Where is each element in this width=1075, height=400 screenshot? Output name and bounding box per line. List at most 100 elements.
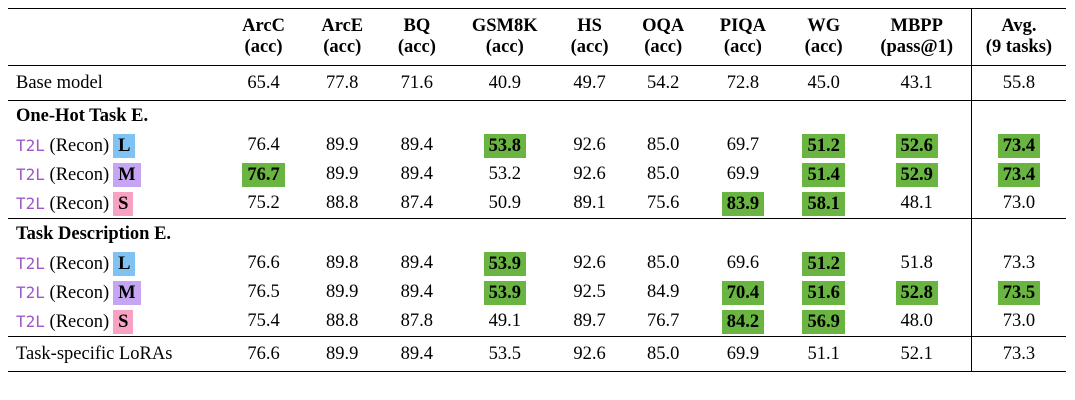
highlighted-value: 56.9 xyxy=(802,309,845,334)
value: 73.3 xyxy=(1002,253,1036,273)
method-name: T2L xyxy=(16,282,45,302)
method-name: T2L xyxy=(16,193,45,213)
column-header: ArcE (acc) xyxy=(306,9,378,66)
empty-cell xyxy=(456,219,554,250)
column-header: MBPP (pass@1) xyxy=(863,9,972,66)
value-cell: 73.0 xyxy=(970,307,1066,337)
value-cell: 89.9 xyxy=(306,160,378,189)
value-cell: 85.0 xyxy=(625,337,701,372)
value: 85.0 xyxy=(647,135,680,155)
highlighted-value: 76.7 xyxy=(242,162,285,187)
value-cell: 76.6 xyxy=(221,337,307,372)
value-cell: 76.7 xyxy=(221,160,307,189)
value-cell: 73.3 xyxy=(970,336,1066,372)
highlighted-value: 53.9 xyxy=(483,280,526,305)
empty-cell xyxy=(554,101,626,132)
value: 55.8 xyxy=(1002,72,1036,93)
method-name: T2L xyxy=(16,311,45,331)
highlighted-value: 51.4 xyxy=(802,162,845,187)
base-model-row: Base model 65.4 77.8 71.6 40.9 49.7 54.2 72.8 45… xyxy=(8,65,1066,101)
method-variant: (Recon) xyxy=(49,311,110,332)
column-header: Avg. (9 tasks) xyxy=(970,8,1066,66)
highlighted-value: 51.2 xyxy=(802,133,845,158)
value-cell: 71.6 xyxy=(378,66,456,101)
empty-cell xyxy=(221,219,307,250)
highlighted-value: 51.6 xyxy=(802,280,845,305)
value: 89.8 xyxy=(326,253,359,273)
results-table: ArcC (acc) ArcE (acc) BQ (acc) GSM8K (acc) HS (ac… xyxy=(8,8,1066,372)
value-cell: 88.8 xyxy=(306,189,378,219)
value-cell: 92.6 xyxy=(554,160,626,189)
value-cell: 53.9 xyxy=(456,249,554,278)
column-header: HS (acc) xyxy=(554,9,626,66)
column-header-name: ArcC xyxy=(242,16,285,36)
value-cell: 73.0 xyxy=(970,189,1066,219)
method-variant: (Recon) xyxy=(49,135,110,156)
empty-cell xyxy=(306,101,378,132)
value: 89.1 xyxy=(573,193,606,213)
column-header-name: GSM8K xyxy=(471,16,538,36)
value: 87.8 xyxy=(400,311,434,331)
value-cell: 73.4 xyxy=(970,160,1066,189)
value: 89.4 xyxy=(400,164,434,184)
size-badge: S xyxy=(113,191,134,216)
value-cell: 53.8 xyxy=(456,131,554,160)
value-cell: 88.8 xyxy=(306,307,378,337)
size-badge: S xyxy=(113,309,134,334)
value-cell: 89.4 xyxy=(378,278,456,307)
section-header-row: Task Description E. xyxy=(8,218,1066,250)
value: 73.0 xyxy=(1002,193,1036,213)
column-header: OQA (acc) xyxy=(625,9,701,66)
column-header-metric: (acc) xyxy=(804,37,843,57)
value-cell: 87.4 xyxy=(378,189,456,219)
value: 43.1 xyxy=(900,72,933,93)
value: 69.6 xyxy=(726,253,760,273)
method-variant: (Recon) xyxy=(49,253,110,274)
method-row: T2L (Recon) L 76.4 89.9 89.4 53.8 92.6 85.0 69.7… xyxy=(8,131,1066,160)
empty-cell xyxy=(306,219,378,250)
empty-cell xyxy=(456,101,554,132)
value: 51.1 xyxy=(807,343,840,364)
value: 85.0 xyxy=(647,253,680,273)
method-name: T2L xyxy=(16,135,45,155)
highlighted-value: 52.6 xyxy=(895,133,938,158)
value: 69.9 xyxy=(726,164,760,184)
value: 50.9 xyxy=(488,193,521,213)
value-cell: 89.4 xyxy=(378,337,456,372)
column-header-name: Avg. xyxy=(1001,16,1037,36)
value: 51.8 xyxy=(900,253,933,273)
value-cell: 51.8 xyxy=(863,249,972,278)
empty-cell xyxy=(221,101,307,132)
value-cell: 52.1 xyxy=(863,337,972,372)
value-cell: 48.1 xyxy=(863,189,972,219)
value-cell: 70.4 xyxy=(701,278,785,307)
value: 84.9 xyxy=(647,282,680,302)
size-badge: M xyxy=(113,162,141,187)
value-cell: 50.9 xyxy=(456,189,554,219)
value-cell: 89.9 xyxy=(306,337,378,372)
value-cell: 92.6 xyxy=(554,337,626,372)
task-specific-lora-row: Task-specific LoRAs 76.6 89.9 89.4 53.5 92.6 8… xyxy=(8,336,1066,372)
value: 87.4 xyxy=(400,193,434,213)
method-label: T2L (Recon) M xyxy=(8,160,221,189)
value-cell: 89.4 xyxy=(378,131,456,160)
column-header-name: HS xyxy=(577,16,602,36)
value-cell: 92.5 xyxy=(554,278,626,307)
method-row: T2L (Recon) M 76.7 89.9 89.4 53.2 92.6 85.0 69.9… xyxy=(8,160,1066,189)
highlighted-value: 53.9 xyxy=(483,251,526,276)
column-header-metric: (acc) xyxy=(244,37,283,57)
value: 89.4 xyxy=(400,253,434,273)
empty-cell xyxy=(625,101,701,132)
empty-cell xyxy=(785,219,863,250)
value-cell: 75.4 xyxy=(221,307,307,337)
value-cell: 49.1 xyxy=(456,307,554,337)
value-cell: 89.4 xyxy=(378,160,456,189)
value-cell: 52.8 xyxy=(863,278,972,307)
empty-cell xyxy=(378,101,456,132)
column-header-metric: (acc) xyxy=(723,37,762,57)
empty-cell xyxy=(701,219,785,250)
value-cell: 85.0 xyxy=(625,160,701,189)
method-row: T2L (Recon) L 76.6 89.8 89.4 53.9 92.6 85.0 69.6… xyxy=(8,249,1066,278)
value: 92.6 xyxy=(573,343,606,364)
value-cell: 73.4 xyxy=(970,131,1066,160)
